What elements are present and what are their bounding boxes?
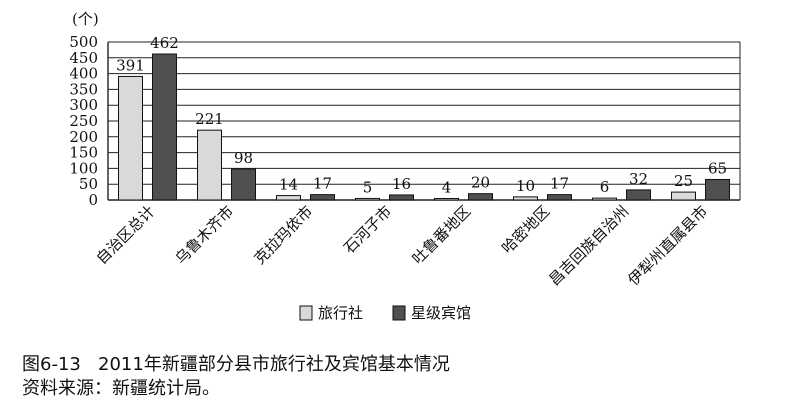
y-tick-label: 200 xyxy=(69,128,98,146)
data-label: 65 xyxy=(708,159,727,177)
data-label: 462 xyxy=(150,34,179,52)
x-axis-category-labels: 自治区总计 乌鲁木齐市 克拉玛依市 石河子市 吐鲁番地区 哈密地区昌吉回族自治州伊犁州直属… xyxy=(93,202,712,289)
bar-travel-agency xyxy=(355,197,380,201)
data-label: 98 xyxy=(234,149,253,167)
y-tick-label: 400 xyxy=(69,65,98,83)
data-label: 17 xyxy=(550,175,569,193)
x-category-label: 哈密地区 xyxy=(498,202,553,257)
caption-title: 图6-13 2011年新疆部分县市旅行社及宾馆基本情况 xyxy=(22,354,450,375)
data-label: 16 xyxy=(392,175,411,193)
bar-star-hotel xyxy=(626,189,651,201)
data-label: 20 xyxy=(471,174,490,192)
y-axis-unit-label: (个) xyxy=(72,10,99,28)
caption-source: 资料来源：新疆统计局。 xyxy=(22,378,220,399)
x-category-label: 克拉玛依市 xyxy=(251,202,317,268)
y-tick-label: 250 xyxy=(69,112,98,130)
bar-travel-agency xyxy=(276,195,301,201)
data-label: 6 xyxy=(600,178,610,196)
data-label: 391 xyxy=(116,56,145,74)
data-label: 14 xyxy=(279,176,298,194)
bar-star-hotel xyxy=(152,53,177,201)
bar-star-hotel xyxy=(310,194,335,201)
data-label: 5 xyxy=(363,178,373,196)
data-labels: 391 462 221 98 14 17 5 16 4 20 10 17 6 32 25 65 xyxy=(116,34,727,196)
x-category-label: 吐鲁番地区 xyxy=(409,202,475,268)
bar-star-hotel xyxy=(468,193,493,201)
y-tick-label: 0 xyxy=(88,191,98,209)
legend-label: 旅行社 xyxy=(318,304,363,322)
bar-star-hotel xyxy=(231,168,256,201)
bar-star-hotel xyxy=(547,194,572,201)
bar-travel-agency xyxy=(118,75,143,201)
bar-travel-agency xyxy=(434,198,459,201)
y-tick-label: 450 xyxy=(69,49,98,67)
data-label: 17 xyxy=(313,175,332,193)
y-tick-label: 350 xyxy=(69,80,98,98)
x-category-label: 石河子市 xyxy=(340,202,395,257)
y-tick-label: 50 xyxy=(79,175,98,193)
y-tick-label: 500 xyxy=(69,33,98,51)
data-label: 32 xyxy=(629,170,648,188)
data-label: 4 xyxy=(442,179,452,197)
bar-star-hotel xyxy=(389,194,414,201)
bar-travel-agency xyxy=(513,196,538,201)
y-tick-label: 300 xyxy=(69,96,98,114)
bar-star-hotel xyxy=(705,178,730,201)
legend-swatch xyxy=(299,305,313,321)
x-category-label: 伊犁州直属县市 xyxy=(624,202,711,289)
bar-travel-agency xyxy=(592,197,617,201)
bars xyxy=(118,53,730,201)
legend-label: 星级宾馆 xyxy=(411,304,471,322)
x-category-label: 乌鲁木齐市 xyxy=(172,202,238,268)
data-label: 10 xyxy=(516,177,535,195)
figure-caption: 图6-13 2011年新疆部分县市旅行社及宾馆基本情况 资料来源：新疆统计局。 xyxy=(22,353,450,401)
data-label: 25 xyxy=(674,172,693,190)
bar-travel-agency xyxy=(197,129,222,201)
x-category-label: 自治区总计 xyxy=(93,202,159,268)
bar-travel-agency xyxy=(671,191,696,201)
legend-swatch xyxy=(392,305,406,321)
y-tick-label: 150 xyxy=(69,144,98,162)
x-category-label: 昌吉回族自治州 xyxy=(545,202,632,289)
legend: 旅行社 星级宾馆 xyxy=(299,304,471,322)
data-label: 221 xyxy=(195,110,224,128)
y-tick-label: 100 xyxy=(69,159,98,177)
